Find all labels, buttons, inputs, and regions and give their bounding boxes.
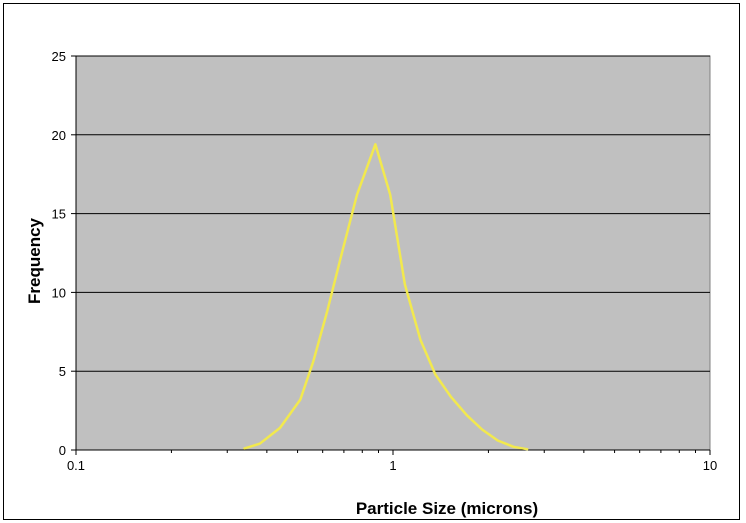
y-tick-label: 20	[52, 128, 66, 143]
y-tick-label: 0	[59, 443, 66, 458]
y-tick-label: 15	[52, 207, 66, 222]
x-tick-label: 0.1	[67, 458, 85, 473]
series-layer	[243, 143, 529, 451]
x-axis-title: Particle Size (microns)	[356, 499, 538, 518]
axis-ticks	[71, 55, 711, 455]
series-line	[243, 143, 529, 451]
y-axis-title: Frequency	[25, 217, 44, 304]
y-tick-label: 10	[52, 285, 66, 300]
gridlines	[76, 55, 710, 372]
x-tick-label: 10	[703, 458, 717, 473]
tick-labels: 0 5 10 15 20 25 0.1 1 10	[52, 49, 718, 473]
y-tick-label: 25	[52, 49, 66, 64]
plot-area	[75, 55, 711, 451]
x-tick-label: 1	[389, 458, 396, 473]
y-tick-label: 5	[59, 364, 66, 379]
